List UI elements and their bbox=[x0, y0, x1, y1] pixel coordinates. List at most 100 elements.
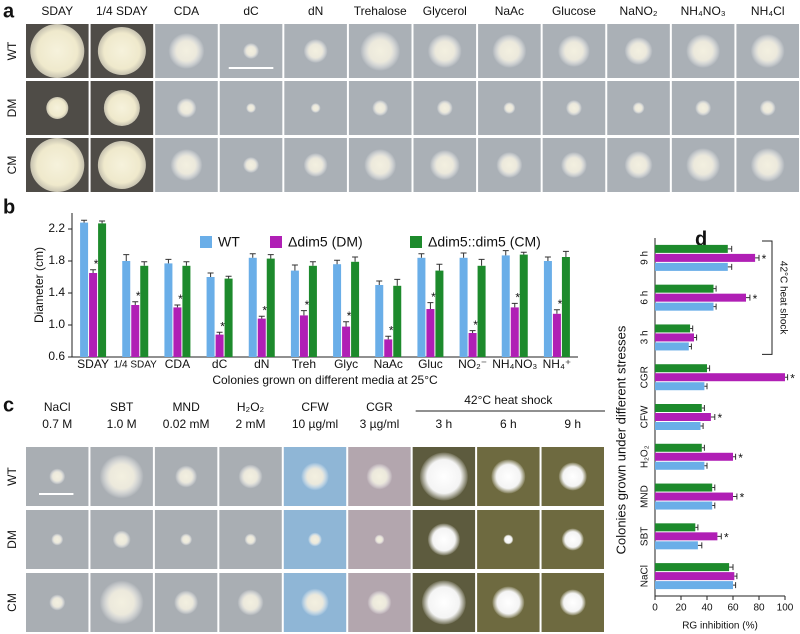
column-label: 6 h bbox=[500, 417, 517, 431]
significance-mark: * bbox=[515, 291, 520, 305]
colony bbox=[30, 24, 85, 78]
bar bbox=[299, 315, 308, 357]
error-bar bbox=[258, 315, 265, 319]
error-bar bbox=[90, 269, 97, 273]
colony bbox=[237, 589, 264, 616]
colony bbox=[367, 590, 392, 615]
bar bbox=[290, 270, 299, 357]
error-bar bbox=[249, 253, 256, 258]
significance-mark: * bbox=[220, 319, 225, 333]
significance-mark: * bbox=[738, 451, 743, 465]
significance-mark: * bbox=[305, 298, 310, 312]
colony bbox=[492, 34, 527, 68]
error-bar bbox=[690, 325, 694, 332]
bar bbox=[426, 309, 435, 357]
legend-label: WT bbox=[218, 234, 240, 250]
colony bbox=[686, 148, 721, 182]
significance-mark: * bbox=[431, 290, 436, 304]
bar bbox=[561, 257, 570, 357]
significance-mark: * bbox=[790, 371, 795, 385]
colony bbox=[301, 588, 329, 617]
panel-letter: d bbox=[695, 228, 707, 250]
column-label: CFW bbox=[301, 400, 329, 414]
column-label: NH₄Cl bbox=[751, 4, 785, 18]
column-label: 1.0 M bbox=[107, 417, 137, 431]
error-bar bbox=[207, 272, 214, 277]
error-bar bbox=[123, 254, 130, 261]
group-label: 42°C heat shock bbox=[777, 261, 788, 335]
row-label: CM bbox=[5, 593, 19, 612]
bar bbox=[164, 263, 173, 357]
bar bbox=[342, 326, 351, 357]
colony bbox=[560, 152, 587, 178]
colony bbox=[49, 468, 66, 485]
y-tick-label: SBT bbox=[640, 527, 651, 546]
bar bbox=[122, 261, 131, 357]
bar bbox=[543, 261, 552, 357]
column-label: Trehalose bbox=[354, 4, 407, 18]
y-tick-label: 1.8 bbox=[48, 253, 65, 267]
bar bbox=[655, 364, 707, 373]
bar bbox=[215, 334, 224, 357]
error-bar bbox=[502, 250, 509, 256]
y-tick-label: 2.2 bbox=[48, 221, 65, 235]
colony bbox=[492, 586, 525, 619]
bar bbox=[519, 254, 528, 357]
bar bbox=[266, 258, 275, 357]
error-bar bbox=[701, 405, 705, 411]
error-bar bbox=[418, 253, 425, 258]
colony bbox=[303, 153, 328, 177]
y-axis-label: Colonies grown under different stresses bbox=[613, 325, 628, 554]
bar bbox=[435, 270, 444, 357]
colony bbox=[174, 590, 199, 615]
x-tick-label: 40 bbox=[701, 603, 713, 614]
error-bar bbox=[734, 573, 738, 580]
bar bbox=[468, 333, 477, 357]
error-bar bbox=[81, 219, 88, 223]
colony bbox=[97, 141, 146, 189]
x-tick-label: Gluc bbox=[418, 357, 443, 371]
y-tick-label: 9 h bbox=[640, 251, 651, 265]
legend-label: Δdim5::dim5 (CM) bbox=[428, 234, 541, 250]
error-bar bbox=[713, 285, 717, 292]
error-bar bbox=[334, 259, 341, 265]
group-bracket bbox=[762, 240, 773, 355]
column-label: CDA bbox=[174, 4, 199, 18]
bar bbox=[655, 382, 705, 391]
bar bbox=[655, 373, 785, 382]
colony bbox=[559, 589, 586, 616]
bar bbox=[206, 277, 215, 357]
bar bbox=[173, 307, 182, 357]
colony bbox=[168, 33, 205, 69]
column-label: 1/4 SDAY bbox=[96, 4, 148, 18]
bar bbox=[417, 257, 426, 357]
y-tick-label: MND bbox=[640, 485, 651, 508]
error-bar bbox=[309, 261, 316, 266]
error-bar bbox=[733, 453, 737, 460]
error-bar bbox=[727, 245, 733, 252]
colony bbox=[97, 27, 146, 75]
error-bar bbox=[733, 493, 738, 500]
colony bbox=[558, 462, 587, 491]
bar bbox=[655, 541, 698, 550]
colony bbox=[686, 34, 721, 68]
colony bbox=[103, 90, 140, 126]
column-label: 3 h bbox=[436, 417, 453, 431]
bar bbox=[655, 293, 746, 302]
y-tick-label: 1.0 bbox=[48, 317, 65, 331]
bar bbox=[80, 222, 89, 357]
column-label: dC bbox=[243, 4, 259, 18]
error-bar bbox=[717, 533, 722, 540]
bar bbox=[655, 253, 756, 262]
bar bbox=[224, 278, 233, 357]
column-label: SBT bbox=[110, 400, 134, 414]
error-bar bbox=[704, 462, 708, 469]
row-label: CM bbox=[5, 156, 19, 175]
colony bbox=[491, 459, 526, 494]
bar bbox=[98, 223, 107, 357]
significance-mark: * bbox=[178, 292, 183, 306]
colony bbox=[427, 523, 460, 556]
error-bar bbox=[511, 302, 518, 308]
